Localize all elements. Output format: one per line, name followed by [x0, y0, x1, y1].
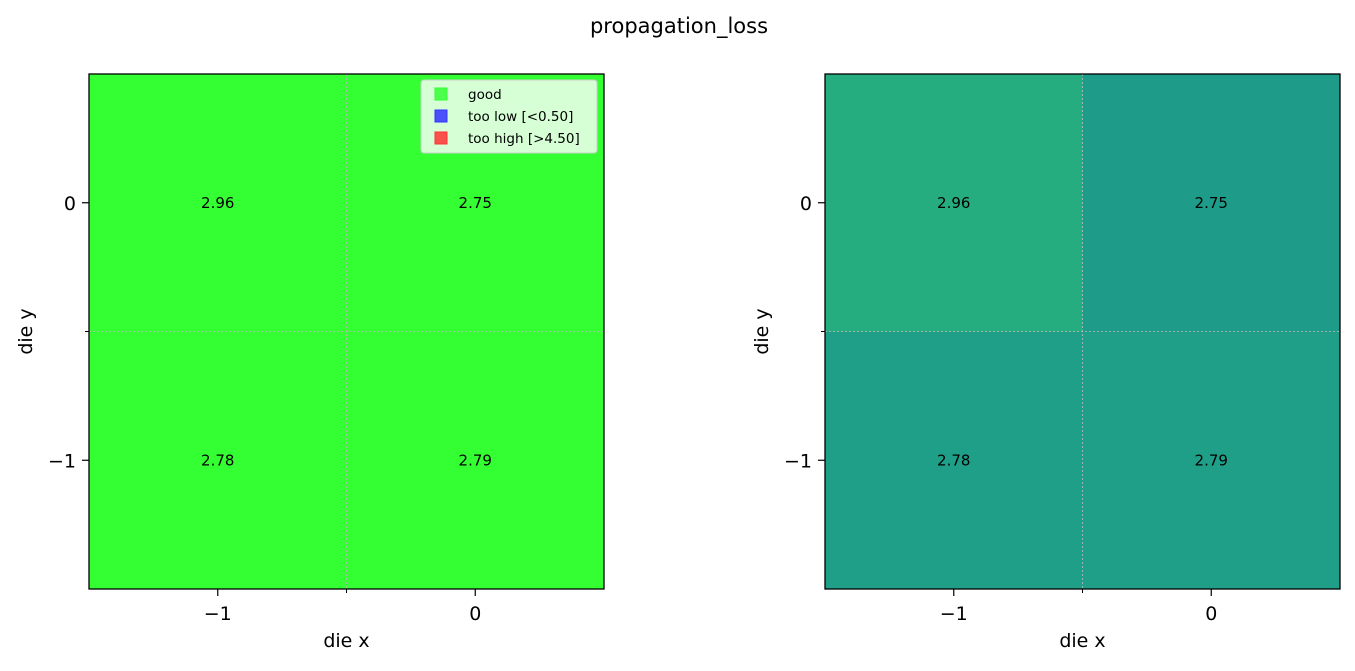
legend-label: good: [468, 87, 502, 103]
x-axis-label: die x: [1059, 630, 1105, 652]
heatmap-cell: [825, 74, 1083, 332]
heatmap-panel-1: 2.96 2.75 2.78 2.79 −1 0 0 −1 die x die y good too …: [15, 73, 605, 652]
heatmap-cell: [825, 331, 1083, 589]
y-tick-label: −1: [784, 450, 812, 472]
legend: good too low [<0.50] too high [>4.50]: [420, 79, 598, 154]
legend-label: too high [>4.50]: [468, 131, 580, 147]
cell-value-label: 2.96: [937, 194, 970, 212]
y-tick-label: 0: [800, 193, 812, 215]
legend-box: [420, 79, 598, 154]
heatmap-cell: [1082, 331, 1340, 589]
legend-marker: [434, 131, 448, 145]
cell-value-label: 2.78: [937, 451, 970, 469]
cell-value-label: 2.96: [201, 194, 234, 212]
x-tick-label: −1: [940, 603, 968, 625]
panels: 2.96 2.75 2.78 2.79 −1 0 0 −1 die x die y good too …: [15, 73, 1341, 652]
legend-marker: [434, 109, 448, 123]
cell-value-label: 2.75: [1195, 194, 1228, 212]
heatmap-cell: [1082, 74, 1340, 332]
legend-label: too low [<0.50]: [468, 109, 573, 125]
heatmap-cell: [89, 331, 347, 589]
x-tick-label: 0: [1205, 603, 1217, 625]
heatmap-cell: [346, 331, 604, 589]
x-tick-label: −1: [204, 603, 232, 625]
cell-value-label: 2.79: [459, 451, 492, 469]
y-axis-label: die y: [751, 308, 773, 354]
y-axis-label: die y: [15, 308, 37, 354]
y-tick-label: −1: [48, 450, 76, 472]
cell-value-label: 2.75: [459, 194, 492, 212]
figure-title: propagation_loss: [590, 14, 768, 39]
heatmap-cell: [89, 74, 347, 332]
heatmap-panel-2: 2.96 2.75 2.78 2.79 −1 0 0 −1 die x die y: [751, 73, 1341, 652]
y-tick-label: 0: [64, 193, 76, 215]
x-tick-label: 0: [469, 603, 481, 625]
x-axis-label: die x: [323, 630, 369, 652]
legend-marker: [434, 87, 448, 101]
cell-value-label: 2.78: [201, 451, 234, 469]
cell-value-label: 2.79: [1195, 451, 1228, 469]
